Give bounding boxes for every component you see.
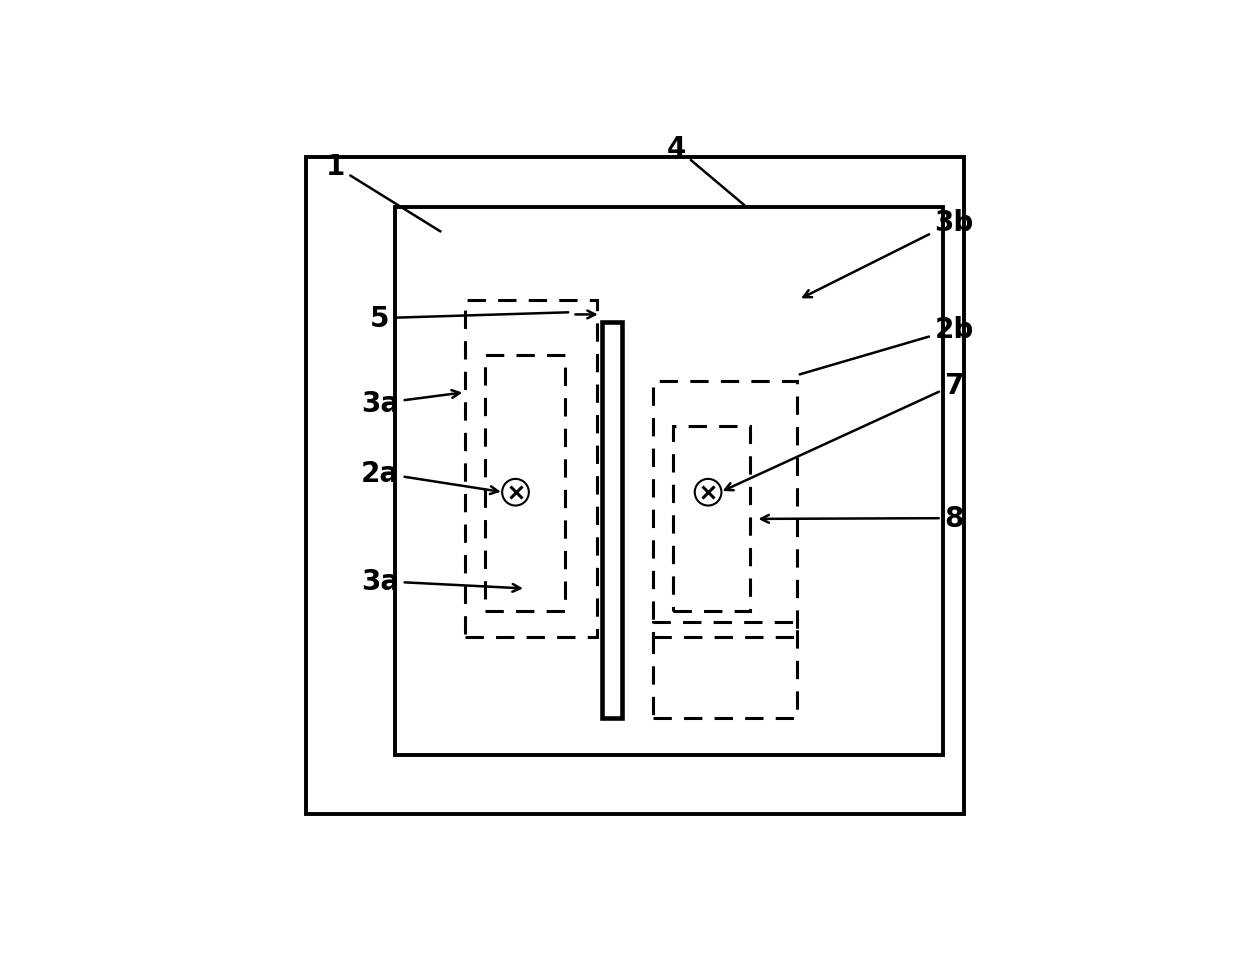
Text: 2a: 2a	[361, 459, 498, 495]
Text: 3a: 3a	[361, 568, 521, 596]
Bar	[603, 323, 622, 719]
Text: 4: 4	[667, 135, 744, 206]
Text: 8: 8	[761, 505, 963, 532]
Text: 1: 1	[326, 153, 440, 233]
Bar	[652, 622, 797, 719]
Text: 3b: 3b	[804, 209, 973, 298]
Bar	[652, 382, 797, 637]
Bar	[465, 300, 596, 637]
Text: 3a: 3a	[361, 390, 460, 418]
Text: 5: 5	[371, 305, 568, 333]
Text: 2b: 2b	[800, 316, 973, 375]
Text: 7: 7	[725, 371, 963, 491]
Bar	[672, 426, 750, 611]
Bar	[485, 356, 565, 611]
Bar	[306, 158, 963, 815]
Bar	[394, 208, 942, 755]
